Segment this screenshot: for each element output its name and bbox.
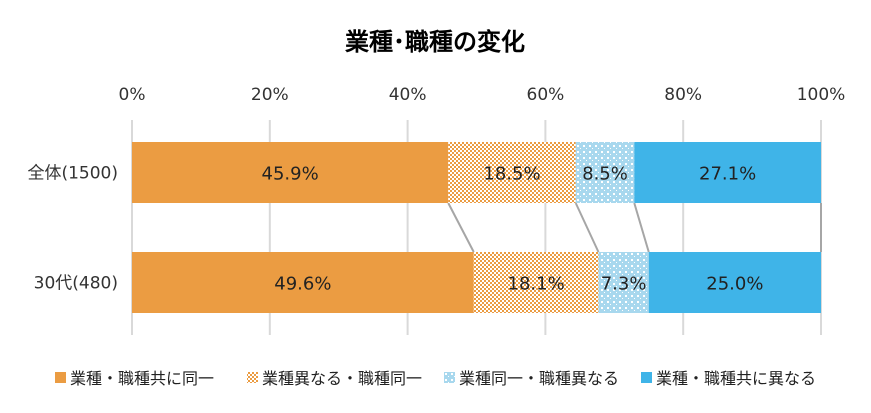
- category-label: 全体(1500): [27, 164, 118, 184]
- bar-segment: [448, 142, 576, 203]
- x-tick-label: 100%: [797, 85, 846, 105]
- bar-segment: [648, 252, 821, 313]
- bar-segment: [634, 142, 821, 203]
- legend-label: 業種・職種共に同一: [70, 369, 214, 388]
- bar-segment: [575, 142, 635, 203]
- series-lines: [447, 202, 822, 253]
- legend-swatch: [55, 372, 66, 383]
- data-label: 27.1%: [699, 164, 756, 185]
- category-labels: 全体(1500) 30代(480): [27, 164, 118, 294]
- legend: 業種・職種共に同一 業種異なる・職種同一 業種同一・職種異なる 業種・職種共に異なる: [55, 369, 816, 388]
- bar-segment: [132, 252, 474, 313]
- x-tick-label: 0%: [119, 85, 146, 105]
- data-label: 18.1%: [508, 274, 565, 295]
- legend-swatch: [641, 372, 652, 383]
- bar-segment: [598, 252, 649, 313]
- series-line: [574, 202, 600, 253]
- legend-swatch: [247, 372, 258, 383]
- x-axis-ticks: 0% 20% 40% 60% 80% 100%: [119, 85, 846, 105]
- legend-label: 業種・職種共に異なる: [656, 369, 816, 388]
- data-label: 7.3%: [601, 274, 647, 295]
- x-tick-label: 20%: [251, 85, 289, 105]
- data-label: 18.5%: [483, 164, 540, 185]
- x-tick-label: 40%: [389, 85, 427, 105]
- data-label: 45.9%: [262, 164, 319, 185]
- bar-segment: [132, 142, 449, 203]
- chart-title: 業種･職種の変化: [345, 28, 525, 56]
- data-label: 49.6%: [274, 274, 331, 295]
- data-label: 8.5%: [582, 164, 628, 185]
- legend-label: 業種異なる・職種同一: [262, 369, 422, 388]
- legend-label: 業種同一・職種異なる: [459, 369, 619, 388]
- bars: 45.9% 18.5% 8.5% 27.1% 49.6% 18.1% 7.3% 25.0%: [132, 142, 821, 313]
- legend-swatch: [444, 372, 455, 383]
- series-line: [633, 202, 650, 253]
- category-label: 30代(480): [34, 274, 118, 294]
- bar-segment: [473, 252, 599, 313]
- x-tick-label: 80%: [664, 85, 702, 105]
- x-tick-label: 60%: [527, 85, 565, 105]
- data-label: 25.0%: [706, 274, 763, 295]
- series-line: [447, 202, 475, 253]
